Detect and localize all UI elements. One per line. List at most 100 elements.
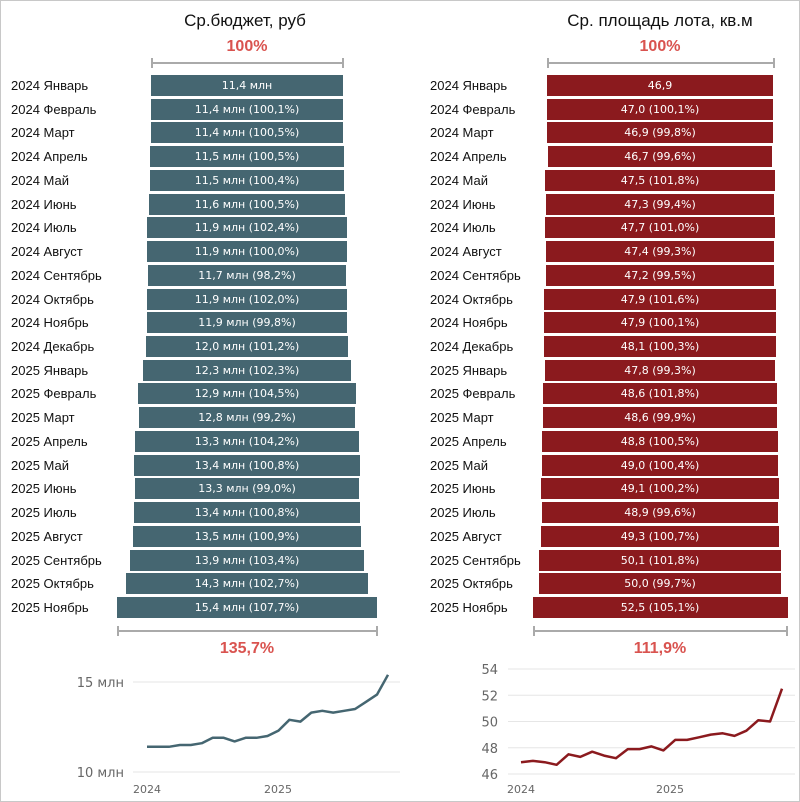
x-tick-label: 2025 [656, 783, 684, 796]
y-tick-label: 10 млн [77, 766, 124, 781]
row-label: 2025 Октябрь [11, 576, 94, 592]
row-label: 2024 Февраль [430, 101, 516, 117]
budget-start-bracket [151, 58, 344, 68]
bar: 49,0 (100,4%) [541, 454, 779, 476]
y-tick-label: 50 [481, 716, 498, 731]
bar: 47,2 (99,5%) [546, 264, 774, 286]
budget-end-bracket [117, 626, 378, 636]
bar: 12,8 млн (99,2%) [139, 407, 355, 429]
bar: 50,0 (99,7%) [538, 573, 782, 595]
row-label: 2025 Сентябрь [430, 552, 521, 568]
bar: 48,6 (99,9%) [542, 407, 778, 429]
budget-end-pct: 135,7% [219, 640, 275, 657]
row-label: 2024 Август [11, 244, 83, 260]
bar: 47,7 (101,0%) [544, 217, 776, 239]
bar: 11,4 млн [151, 75, 343, 96]
bar: 11,9 млн (100,0%) [146, 241, 348, 263]
bar: 13,4 млн (100,8%) [134, 454, 360, 476]
bar: 11,9 млн (99,8%) [146, 312, 348, 334]
row-label: 2024 Март [11, 125, 75, 141]
row-label: 2024 Ноябрь [11, 315, 89, 331]
budget-panel: Ср.бюджет, руб 100% 2024 Январь 11,4 млн 2… [11, 11, 400, 796]
bar: 11,5 млн (100,5%) [150, 146, 344, 168]
row-label: 2024 Июнь [430, 196, 496, 212]
x-tick-label: 2024 [133, 783, 161, 796]
row-label: 2025 Март [430, 410, 494, 426]
bar: 13,5 млн (100,9%) [133, 525, 361, 547]
row-label: 2025 Август [430, 528, 502, 544]
row-label: 2024 Декабрь [430, 339, 514, 355]
bar: 48,8 (100,5%) [542, 430, 778, 452]
row-label: 2025 Июль [11, 505, 77, 521]
bar: 48,6 (101,8%) [542, 383, 778, 405]
row-label: 2025 Ноябрь [430, 600, 508, 616]
row-label: 2025 Июнь [11, 481, 77, 497]
row-label: 2024 Август [430, 244, 502, 260]
bar: 13,3 млн (104,2%) [134, 430, 360, 452]
row-label: 2024 Апрель [430, 149, 507, 165]
bar: 52,5 (105,1%) [532, 597, 788, 619]
area-end-bracket [533, 626, 788, 636]
row-label: 2024 Апрель [11, 149, 88, 165]
bar: 11,7 млн (98,2%) [148, 264, 346, 286]
bar: 46,9 (99,8%) [547, 122, 773, 144]
bar: 47,9 (100,1%) [544, 312, 776, 334]
bar: 15,4 млн (107,7%) [117, 597, 377, 619]
area-start-bracket [547, 58, 775, 68]
x-tick-label: 2024 [507, 783, 535, 796]
row-label: 2024 Октябрь [11, 291, 94, 307]
area-series-line [520, 688, 784, 767]
bar: 48,9 (99,6%) [541, 502, 779, 524]
area-panel: Ср. площадь лота, кв.м 100% 2024 Январь 4… [400, 0, 800, 802]
bar: 11,9 млн (102,4%) [146, 217, 348, 239]
row-label: 2025 Апрель [430, 433, 507, 449]
row-label: 2024 Март [430, 125, 494, 141]
bar: 47,8 (99,3%) [544, 359, 776, 381]
budget-start-pct: 100% [226, 38, 268, 55]
bar: 11,4 млн (100,5%) [151, 122, 343, 144]
y-tick-label: 46 [481, 768, 498, 783]
y-tick-label: 54 [481, 663, 498, 678]
row-label: 2024 Сентябрь [11, 267, 102, 283]
bar: 13,3 млн (99,0%) [134, 478, 360, 500]
bar: 13,9 млн (103,4%) [129, 549, 365, 571]
row-label: 2025 Май [430, 457, 488, 473]
row-label: 2024 Июль [430, 220, 496, 236]
bar: 50,1 (101,8%) [538, 549, 782, 571]
area-title: Ср. площадь лота, кв.м [567, 11, 753, 30]
row-label: 2024 Май [430, 172, 488, 188]
bar: 49,3 (100,7%) [540, 525, 780, 547]
bar: 47,4 (99,3%) [545, 241, 775, 263]
y-tick-label: 15 млн [77, 676, 124, 691]
y-tick-label: 52 [481, 689, 498, 704]
row-label: 2025 Февраль [11, 386, 97, 402]
bar: 12,3 млн (102,3%) [143, 359, 351, 381]
bar: 46,9 [547, 75, 773, 96]
row-label: 2024 Январь [430, 78, 508, 93]
row-label: 2025 Апрель [11, 433, 88, 449]
bar: 11,6 млн (100,5%) [149, 193, 345, 215]
row-label: 2024 Декабрь [11, 339, 95, 355]
budget-line-chart: 10 млн 15 млн 2024 2025 [77, 674, 400, 796]
row-label: 2024 Октябрь [430, 291, 513, 307]
budget-title: Ср.бюджет, руб [184, 11, 306, 30]
bar: 48,1 (100,3%) [543, 336, 777, 358]
row-label: 2024 Январь [11, 78, 89, 93]
area-end-pct: 111,9% [633, 640, 687, 657]
row-label: 2025 Январь [430, 362, 508, 378]
row-label: 2025 Июнь [430, 481, 496, 497]
row-label: 2025 Сентябрь [11, 552, 102, 568]
row-label: 2025 Июль [430, 505, 496, 521]
bar: 46,7 (99,6%) [547, 146, 773, 168]
row-label: 2025 Август [11, 528, 83, 544]
bar: 11,5 млн (100,4%) [150, 169, 344, 191]
y-tick-label: 48 [481, 742, 498, 757]
bar: 47,0 (100,1%) [546, 98, 774, 120]
x-tick-label: 2025 [264, 783, 292, 796]
bar: 12,0 млн (101,2%) [145, 336, 349, 358]
row-label: 2025 Февраль [430, 386, 516, 402]
row-label: 2025 Май [11, 457, 69, 473]
bar: 47,5 (101,8%) [545, 169, 775, 191]
bar: 12,9 млн (104,5%) [138, 383, 356, 405]
row-label: 2024 Февраль [11, 101, 97, 117]
